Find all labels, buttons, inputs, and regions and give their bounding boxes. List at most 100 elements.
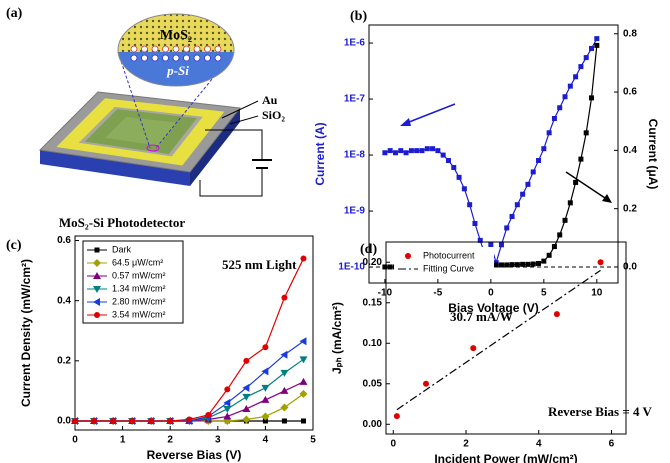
marker bbox=[299, 378, 307, 385]
x-tick-label: 5 bbox=[310, 435, 316, 446]
marker bbox=[382, 264, 387, 269]
x-tick-label: 4 bbox=[263, 435, 269, 446]
marker bbox=[425, 146, 430, 151]
marker bbox=[568, 200, 573, 205]
marker bbox=[462, 186, 467, 191]
marker bbox=[525, 262, 530, 267]
marker bbox=[510, 214, 515, 219]
marker bbox=[589, 95, 594, 100]
charge bbox=[152, 55, 158, 61]
marker bbox=[186, 416, 192, 422]
marker bbox=[536, 261, 541, 266]
x-tick-label: 10 bbox=[591, 288, 603, 299]
y-tick-label: 1E-6 bbox=[344, 38, 366, 49]
charge bbox=[163, 46, 169, 52]
charge bbox=[205, 55, 211, 61]
marker bbox=[398, 148, 403, 153]
series-line bbox=[385, 45, 597, 267]
y-tick-label: 0.10 bbox=[363, 338, 383, 349]
marker bbox=[261, 396, 269, 403]
marker bbox=[242, 394, 250, 401]
marker bbox=[300, 256, 306, 262]
legend-label: Fitting Curve bbox=[423, 263, 474, 273]
legend-label: 3.54 mW/cm² bbox=[112, 309, 166, 319]
charge bbox=[131, 46, 137, 52]
arrow bbox=[404, 104, 455, 124]
marker bbox=[167, 418, 173, 424]
legend-label: Dark bbox=[112, 244, 132, 254]
marker bbox=[563, 94, 568, 99]
marker bbox=[515, 262, 520, 267]
x-tick-label: 0 bbox=[488, 288, 494, 299]
x-tick-label: 0 bbox=[72, 435, 78, 446]
marker bbox=[557, 232, 562, 237]
marker bbox=[261, 412, 269, 420]
marker bbox=[584, 55, 589, 60]
marker bbox=[568, 84, 573, 89]
marker bbox=[467, 202, 472, 207]
charge bbox=[194, 46, 200, 52]
marker bbox=[394, 413, 400, 419]
charge bbox=[184, 46, 190, 52]
y-tick-label: 0.2 bbox=[57, 355, 71, 366]
marker bbox=[243, 358, 249, 364]
x-tick-label: 3 bbox=[215, 435, 221, 446]
series-line bbox=[75, 341, 303, 421]
marker bbox=[91, 418, 97, 424]
marker bbox=[457, 175, 462, 180]
legend-label: 2.80 mW/cm² bbox=[112, 296, 166, 306]
charge bbox=[173, 46, 179, 52]
charge bbox=[131, 55, 137, 61]
marker bbox=[541, 146, 546, 151]
annotation: 525 nm Light bbox=[222, 257, 297, 272]
charge bbox=[142, 46, 148, 52]
x-tick-label: 2 bbox=[463, 439, 469, 450]
marker bbox=[573, 180, 578, 185]
charge bbox=[215, 55, 221, 61]
marker bbox=[95, 248, 100, 253]
marker bbox=[446, 158, 451, 163]
marker bbox=[419, 148, 424, 153]
inset-label: p-Si bbox=[166, 63, 189, 78]
marker bbox=[224, 386, 230, 392]
marker bbox=[223, 406, 231, 413]
annotation: Reverse Bias = 4 V bbox=[548, 404, 653, 419]
y-axis-label: Current (A) bbox=[313, 122, 327, 185]
marker bbox=[388, 264, 393, 269]
marker bbox=[589, 46, 594, 51]
marker bbox=[594, 36, 599, 41]
arrowhead bbox=[400, 118, 411, 126]
x-tick-label: 1 bbox=[120, 435, 126, 446]
marker bbox=[499, 262, 504, 267]
marker bbox=[520, 262, 525, 267]
y-tick-label: 1E-8 bbox=[344, 150, 366, 161]
x-tick-label: 4 bbox=[536, 439, 542, 450]
charge bbox=[205, 46, 211, 52]
x-tick-label: -5 bbox=[433, 288, 442, 299]
marker bbox=[451, 165, 456, 170]
charge bbox=[142, 55, 148, 61]
y-tick-label: 0.6 bbox=[57, 235, 71, 246]
x-tick-label: 2 bbox=[167, 435, 173, 446]
marker bbox=[531, 262, 536, 267]
y-tick-label: 0.4 bbox=[57, 295, 71, 306]
marker bbox=[520, 192, 525, 197]
marker bbox=[598, 259, 604, 265]
marker bbox=[573, 74, 578, 79]
y-tick-label: 0.15 bbox=[363, 297, 383, 308]
marker bbox=[261, 385, 269, 392]
marker bbox=[441, 153, 446, 158]
x-axis-label: Reverse Bias (V) bbox=[147, 448, 242, 462]
legend-label: 1.34 mW/cm² bbox=[112, 283, 166, 293]
layer-label: Au bbox=[262, 93, 278, 107]
marker bbox=[541, 259, 546, 264]
marker bbox=[299, 356, 307, 363]
y-tick-label: 1E-10 bbox=[338, 262, 365, 273]
y-tick-label: 0.00 bbox=[363, 419, 383, 430]
y2-tick-label: 0.2 bbox=[623, 203, 637, 214]
marker bbox=[525, 182, 530, 187]
page: (a) MoS₂ p-Si Au SiO₂ MoS₂-Si Photodetec… bbox=[0, 0, 670, 463]
marker bbox=[409, 148, 414, 153]
marker bbox=[563, 218, 568, 223]
y-axis-label: Jₚₕ (mA/cm²) bbox=[330, 302, 344, 374]
